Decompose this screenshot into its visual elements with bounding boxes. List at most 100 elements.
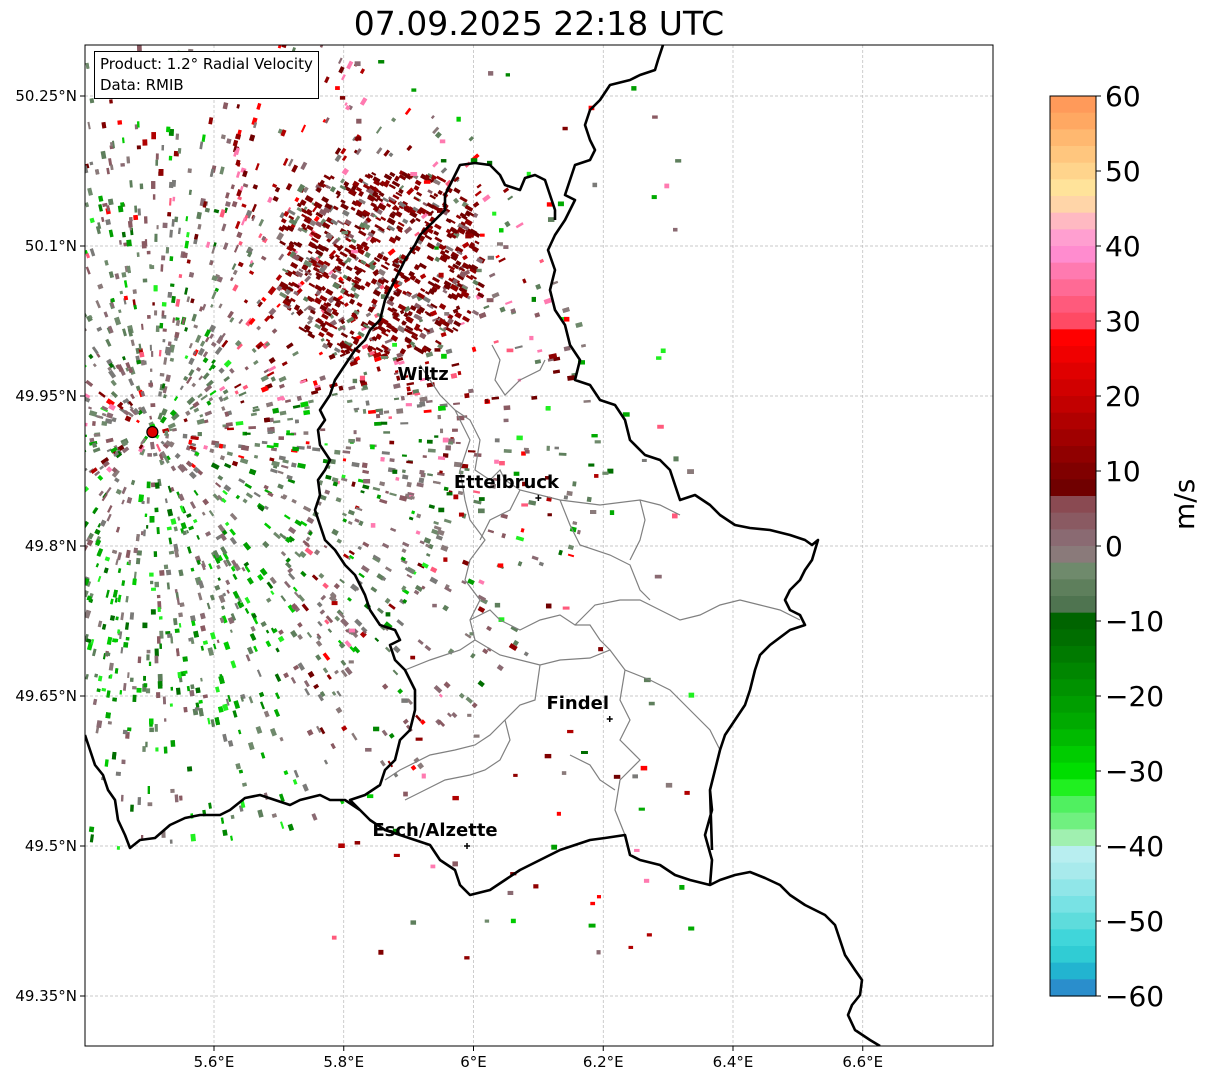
echo-pixel	[238, 455, 245, 459]
echo-pixel	[171, 179, 177, 187]
echo-pixel	[474, 240, 480, 245]
echo-pixel	[110, 164, 114, 171]
echo-pixel	[156, 225, 159, 230]
echo-pixel	[558, 452, 567, 456]
echo-pixel	[495, 254, 500, 259]
echo-pixel	[264, 315, 271, 322]
echo-pixel	[438, 693, 443, 698]
echo-pixel	[224, 411, 230, 418]
echo-pixel	[360, 97, 368, 106]
echo-pixel	[375, 413, 381, 419]
colorbar-segment	[1050, 612, 1096, 630]
echo-pixel	[388, 152, 394, 158]
echo-pixel	[392, 645, 401, 654]
echo-pixel	[114, 316, 122, 326]
echo-pixel	[438, 405, 446, 411]
echo-pixel	[516, 435, 523, 441]
echo-pixel	[434, 131, 442, 139]
echo-pixel	[376, 252, 384, 260]
echo-pixel	[100, 457, 110, 465]
echo-pixel	[175, 298, 181, 307]
echo-pixel	[210, 719, 216, 728]
echo-pixel	[98, 195, 104, 202]
echo-pixel	[515, 222, 524, 229]
echo-pixel	[462, 254, 468, 261]
echo-pixel	[502, 187, 510, 194]
echo-pixel	[219, 166, 225, 175]
echo-pixel	[229, 317, 235, 323]
echo-pixel	[219, 532, 227, 542]
echo-pixel	[221, 339, 229, 348]
echo-pixel	[279, 532, 287, 540]
echo-pixel	[114, 477, 120, 483]
echo-pixel	[223, 641, 231, 651]
echo-pixel	[218, 385, 226, 392]
echo-pixel	[296, 308, 304, 317]
echo-pixel	[367, 409, 376, 415]
echo-pixel	[117, 629, 121, 634]
echo-pixel	[276, 232, 285, 241]
echo-pixel	[396, 325, 406, 334]
echo-pixel	[149, 264, 152, 269]
echo-pixel	[128, 400, 134, 407]
echo-pixel	[499, 306, 506, 313]
echo-pixel	[355, 506, 363, 512]
echo-pixel	[170, 686, 174, 691]
echo-pixel	[169, 357, 175, 362]
echo-pixel	[224, 462, 232, 469]
echo-pixel	[186, 259, 191, 264]
echo-pixel	[190, 436, 199, 441]
echo-pixel	[113, 451, 120, 458]
lon-tick-label: 6°E	[460, 1053, 487, 1071]
echo-pixel	[161, 310, 165, 317]
echo-pixel	[324, 117, 330, 124]
echo-pixel	[373, 356, 382, 363]
echo-pixel	[188, 471, 197, 480]
echo-pixel	[558, 549, 563, 556]
echo-pixel	[163, 718, 167, 722]
echo-pixel	[100, 216, 105, 223]
echo-pixel	[197, 592, 203, 601]
lon-tick-label: 5.8°E	[323, 1053, 364, 1071]
echo-pixel	[132, 299, 137, 307]
echo-pixel	[394, 235, 402, 242]
echo-pixel	[198, 306, 204, 312]
echo-pixel	[331, 477, 339, 483]
echo-pixel	[193, 407, 200, 413]
echo-pixel	[432, 126, 440, 135]
echo-pixel	[316, 725, 322, 733]
echo-pixel	[340, 659, 347, 667]
echo-pixel	[316, 635, 321, 641]
colorbar-tick-label: −10	[1105, 605, 1164, 638]
echo-pixel	[332, 205, 339, 211]
echo-pixel	[349, 292, 355, 299]
echo-pixel	[230, 184, 235, 190]
echo-pixel	[380, 180, 389, 188]
echo-pixel	[375, 346, 384, 353]
echo-pixel	[376, 281, 382, 288]
echo-pixel	[425, 543, 431, 548]
echo-pixel	[256, 669, 262, 678]
echo-pixel	[277, 635, 285, 643]
echo-pixel	[352, 378, 358, 384]
echo-pixel	[660, 348, 666, 354]
echo-pixel	[377, 202, 387, 211]
echo-pixel	[238, 240, 243, 246]
echo-pixel	[85, 266, 91, 275]
echo-pixel	[383, 349, 391, 355]
echo-pixel	[199, 612, 206, 620]
echo-pixel	[300, 520, 308, 527]
echo-pixel	[440, 159, 447, 163]
echo-pixel	[98, 203, 103, 212]
echo-pixel	[208, 802, 212, 809]
echo-pixel	[90, 638, 95, 645]
echo-pixel	[381, 729, 388, 737]
echo-pixel	[292, 253, 300, 261]
echo-pixel	[545, 603, 552, 609]
echo-pixel	[179, 602, 185, 608]
echo-pixel	[123, 298, 127, 305]
echo-pixel	[331, 691, 337, 696]
echo-pixel	[401, 474, 409, 480]
colorbar-segment	[1050, 562, 1096, 580]
echo-pixel	[413, 313, 422, 321]
